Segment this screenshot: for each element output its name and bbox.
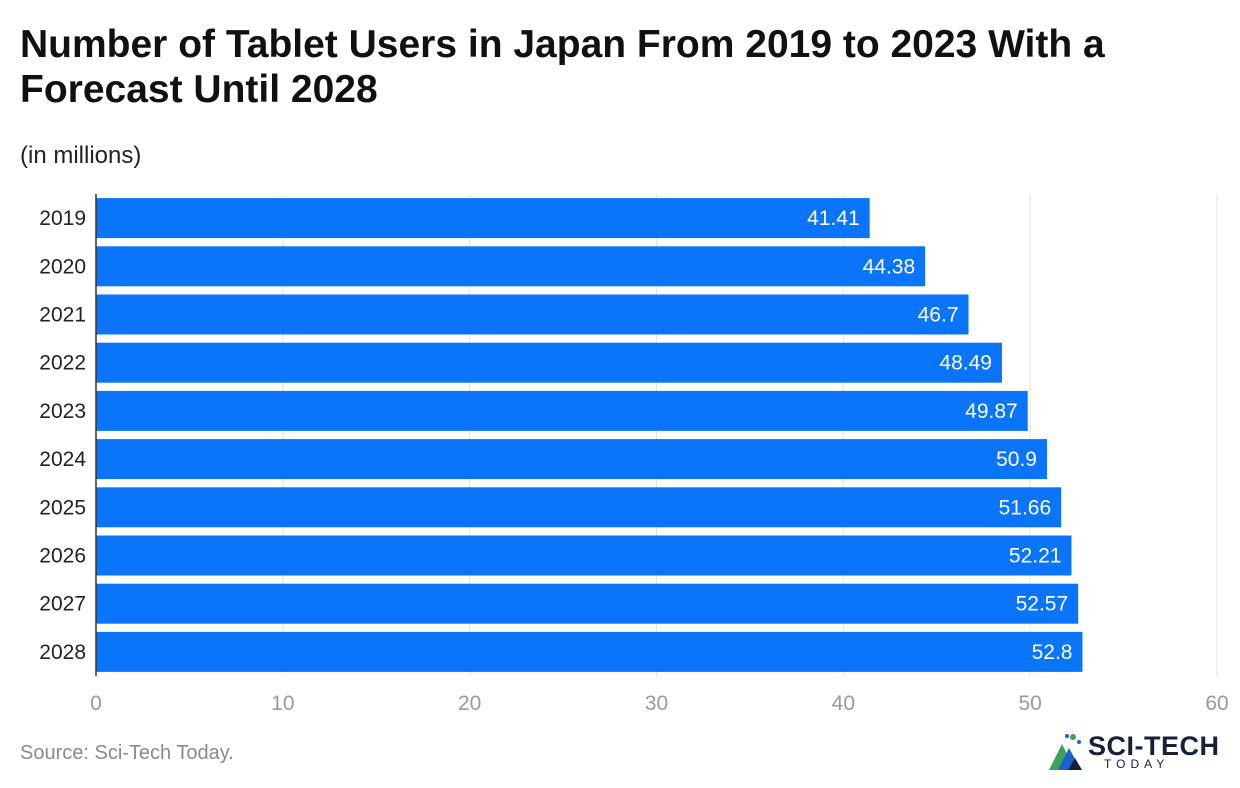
x-tick-label: 30 — [645, 692, 668, 715]
y-category-label: 2019 — [39, 207, 86, 230]
bar — [96, 583, 1079, 624]
y-category-label: 2023 — [39, 400, 86, 423]
chart-subtitle: (in millions) — [20, 142, 142, 169]
bar — [96, 294, 969, 335]
logo-subtitle: TODAY — [1104, 757, 1170, 771]
y-category-label: 2027 — [39, 593, 86, 616]
y-category-label: 2025 — [39, 496, 86, 519]
bar-value-label: 50.9 — [996, 448, 1037, 471]
x-tick-label: 50 — [1018, 692, 1041, 715]
y-category-label: 2024 — [39, 448, 86, 471]
bar-value-label: 41.41 — [807, 207, 860, 230]
x-tick-label: 0 — [90, 692, 102, 715]
y-category-label: 2022 — [39, 352, 86, 375]
bar — [96, 342, 1002, 383]
bar-value-label: 46.7 — [918, 304, 959, 327]
x-tick-label: 60 — [1205, 692, 1228, 715]
x-tick-label: 20 — [458, 692, 481, 715]
bar-value-label: 51.66 — [999, 496, 1052, 519]
bar-value-label: 44.38 — [863, 255, 916, 278]
logo-wordmark: SCI-TECH — [1088, 731, 1220, 761]
bar-value-label: 52.21 — [1009, 545, 1062, 568]
x-tick-label: 40 — [832, 692, 855, 715]
bar — [96, 439, 1047, 480]
y-category-label: 2028 — [39, 641, 86, 664]
x-tick-label: 10 — [271, 692, 294, 715]
source-note: Source: Sci-Tech Today. — [20, 742, 234, 764]
logo-mountain-icon — [1049, 734, 1082, 770]
y-category-label: 2020 — [39, 255, 86, 278]
y-category-label: 2021 — [39, 304, 86, 327]
chart-title: Number of Tablet Users in Japan From 201… — [20, 23, 1105, 111]
bar — [96, 246, 926, 287]
sci-tech-today-logo: SCI-TECH TODAY — [1046, 730, 1226, 776]
bar-chart: 0 10 20 30 40 50 60 41.41 2019 44.38 2020 46.7 2021 4… — [39, 194, 1229, 715]
y-category-label: 2026 — [39, 545, 86, 568]
bar — [96, 198, 870, 239]
bar — [96, 535, 1072, 576]
bar-value-label: 52.57 — [1016, 593, 1069, 616]
bar-value-label: 48.49 — [939, 352, 992, 375]
bar — [96, 631, 1083, 672]
bar — [96, 390, 1028, 431]
bar-value-label: 52.8 — [1032, 641, 1073, 664]
bar — [96, 487, 1062, 528]
bar-value-label: 49.87 — [965, 400, 1018, 423]
